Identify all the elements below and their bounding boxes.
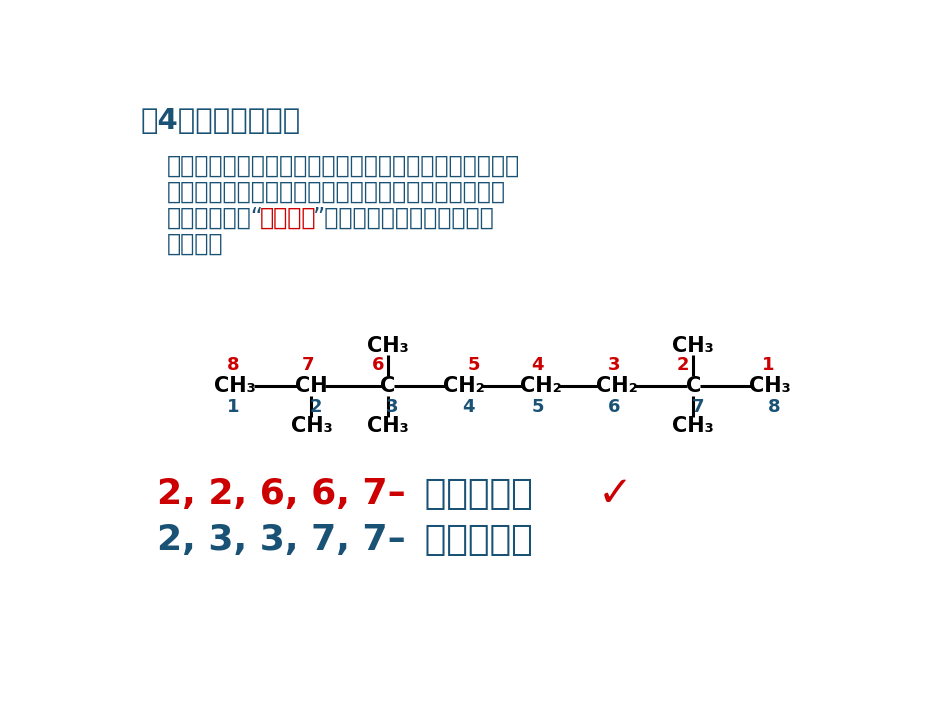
Text: ”，两边编号相同时，先编小: ”，两边编号相同时，先编小 [314,205,495,230]
Text: 则逐次逐项比较各系列的不同位次，最先遇到的位次最: 则逐次逐项比较各系列的不同位次，最先遇到的位次最 [167,180,505,203]
Text: （4）最低系列原则: （4）最低系列原则 [141,107,301,135]
Text: 4: 4 [531,356,543,374]
Text: 3: 3 [608,356,620,374]
Text: 4: 4 [463,398,475,416]
Text: 8: 8 [227,356,239,374]
Text: 2, 2, 6, 6, 7–: 2, 2, 6, 6, 7– [157,477,406,511]
Text: 1: 1 [762,356,774,374]
Text: 6: 6 [608,398,620,416]
Text: CH₃: CH₃ [367,416,408,436]
Text: ✓: ✓ [598,473,632,515]
Text: CH₃: CH₃ [291,416,332,436]
Text: 3: 3 [387,398,399,416]
Text: CH₂: CH₂ [444,376,485,396]
Text: C: C [686,376,701,396]
Text: 小的系列定位“: 小的系列定位“ [167,205,264,230]
Text: 最低系列: 最低系列 [260,205,316,230]
Text: CH₃: CH₃ [673,336,714,356]
Text: CH₃: CH₃ [673,416,714,436]
Text: 8: 8 [769,398,781,416]
Text: 7: 7 [302,356,314,374]
Text: 7: 7 [692,398,704,416]
Text: 五甲基辛烷: 五甲基辛烷 [411,523,532,557]
Text: 2, 3, 3, 7, 7–: 2, 3, 3, 7, 7– [157,523,406,557]
Text: 5: 5 [531,398,543,416]
Text: 2: 2 [310,398,322,416]
Text: 五甲基辛烷: 五甲基辛烷 [411,477,532,511]
Text: 碳链以不同方式编号，得到两种或两种以上编号的系列，: 碳链以不同方式编号，得到两种或两种以上编号的系列， [167,153,520,178]
Text: 2: 2 [677,356,690,374]
Text: CH: CH [295,376,328,396]
Text: CH₂: CH₂ [520,376,561,396]
Text: 取代基。: 取代基。 [167,232,223,256]
Text: CH₂: CH₂ [596,376,637,396]
Text: 1: 1 [227,398,239,416]
Text: C: C [380,376,395,396]
Text: CH₃: CH₃ [214,376,256,396]
Text: CH₃: CH₃ [367,336,408,356]
Text: 6: 6 [371,356,384,374]
Text: 5: 5 [468,356,481,374]
Text: CH₃: CH₃ [749,376,790,396]
